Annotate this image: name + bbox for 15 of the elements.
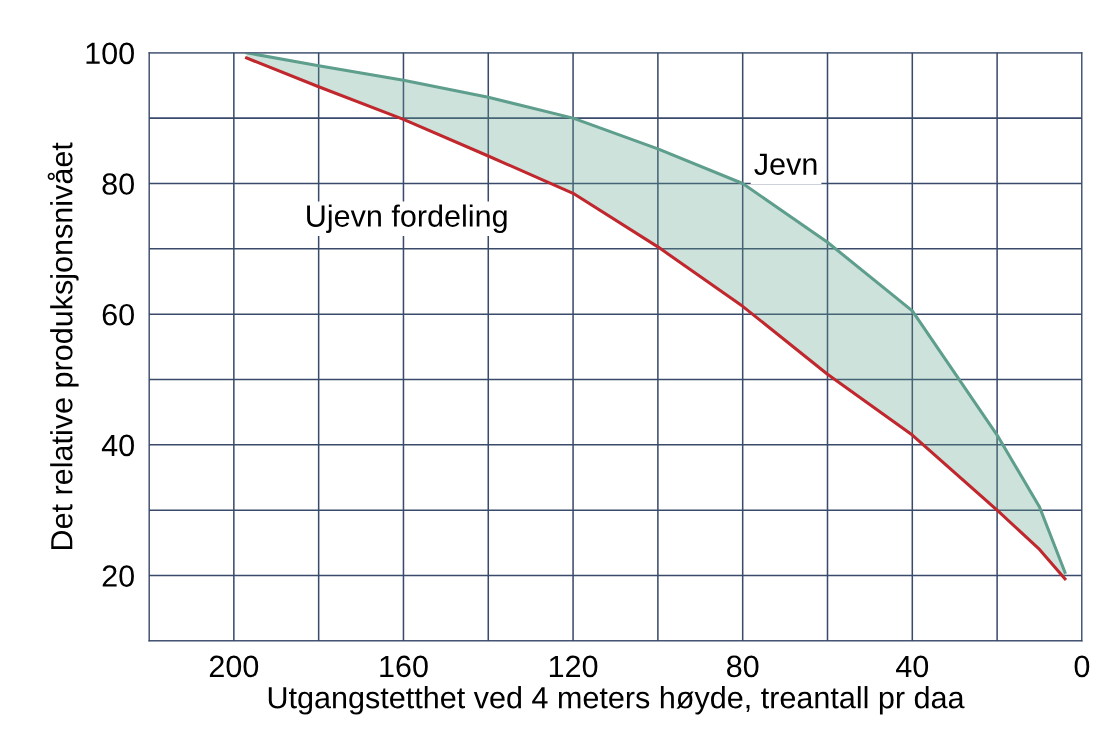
series-label: Ujevn fordeling	[307, 204, 507, 233]
y-tick-label: 40	[101, 434, 134, 457]
x-tick-label: 200	[209, 655, 259, 678]
series-label: Jevn	[754, 153, 817, 176]
y-tick-label: 80	[102, 173, 134, 195]
x-tick-label: 40	[896, 655, 929, 678]
x-tick-label: 80	[727, 655, 759, 678]
x-axis-title: Utgangstetthet ved 4 meters høyde, treantall pr daa	[268, 686, 965, 715]
x-tick-label: 120	[549, 655, 598, 678]
x-tick-label: 160	[380, 655, 428, 678]
y-tick-label: 100	[86, 42, 134, 65]
y-axis-title: Det relative produksjonsnivået	[47, 142, 79, 549]
y-tick-label: 20	[102, 565, 134, 587]
x-tick-label: 0	[1074, 655, 1090, 678]
y-tick-label: 60	[102, 303, 134, 326]
